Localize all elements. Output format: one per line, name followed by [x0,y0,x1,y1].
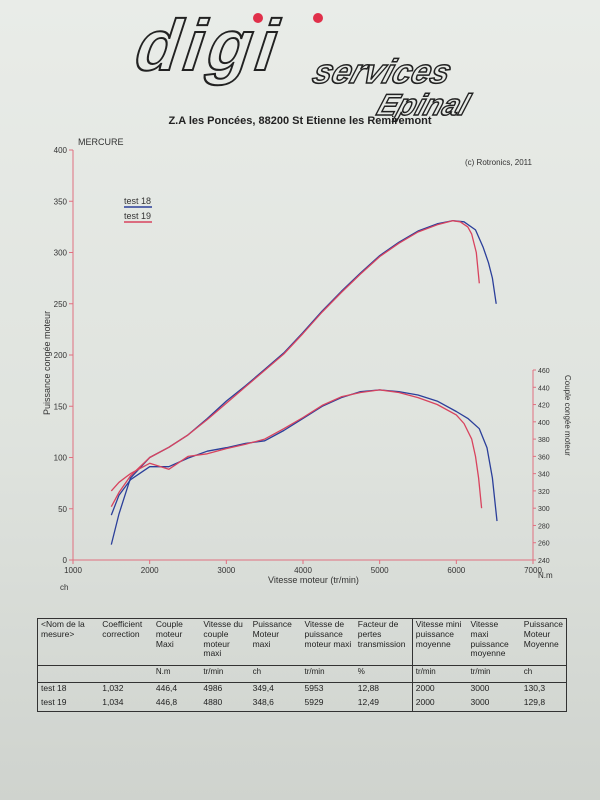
header-cell: Vitesse mini puissance moyenne [411,618,468,666]
unit-cell: ch [520,665,567,683]
x-tick-label: 3000 [217,566,235,575]
y-right-tick-label: 460 [538,368,550,375]
unit-cell [37,665,100,683]
unit-cell: ch [249,665,302,683]
table-header-row: <Nom de la mesure> Coefficient correctio… [37,618,567,666]
cell: 4986 [203,683,223,693]
unit-cell: tr/min [301,665,355,683]
header-cell: Coefficient correction [99,618,153,666]
chart-ticks: 1000 2000 3000 4000 5000 6000 7000 0 50 100 150 200… [54,146,550,575]
header-cell: Vitesse de puissance moteur maxi [301,618,355,666]
table-units-row: N.m tr/min ch tr/min % tr/min tr/min ch [37,665,567,683]
y-left-tick-label: 200 [54,351,68,360]
y-right-tick-label: 360 [538,454,550,461]
cell: 12,88 [357,683,380,693]
table-row: test 19 1,034 446,8 4880 348,6 5929 12,4… [38,697,567,712]
y-right-tick-label: 440 [538,385,550,392]
digi-services-logo: digi services Epinal [124,8,476,123]
y-right-tick-label: 420 [538,403,550,410]
y-right-tick-label: 380 [538,437,550,444]
cell: 5953 [304,683,324,693]
unit-cell: tr/min [411,665,468,683]
table-row: test 18 1,032 446,4 4986 349,4 5953 12,8… [38,682,567,697]
address-line: Z.A les Poncées, 88200 St Etienne les Re… [168,115,432,127]
y-right-tick-label: 280 [538,523,550,530]
y-left-tick-label: 150 [54,402,68,411]
x-axis-label: Vitesse moteur (tr/min) [268,575,359,585]
y-left-tick-label: 250 [54,300,68,309]
power-curve-test-18 [110,220,497,545]
torque-curve-test-19 [110,389,483,509]
x-axis-unit: N.m [538,571,553,580]
logo-dot-1 [253,13,263,23]
y-left-tick-label: 400 [54,146,68,155]
y-left-axis-label: Puissance congée moteur [42,311,52,415]
header-cell: <Nom de la mesure> [37,618,100,666]
y-right-axis-label: Couple congée moteur [563,375,572,456]
header-cell: Vitesse maxi puissance moyenne [467,618,521,666]
dyno-chart: 1000 2000 3000 4000 5000 6000 7000 0 50 100 150 200… [42,137,572,592]
cell: 2000 [411,682,468,697]
y-right-tick-label: 260 [538,541,550,548]
cell: 130,3 [523,683,546,693]
power-curve-test-19 [110,220,480,508]
y-left-unit: ch [60,583,68,592]
chart-brand-label: MERCURE [78,137,124,147]
chart-legend: test 18 test 19 [124,196,152,223]
x-tick-label: 6000 [447,566,465,575]
y-right-tick-label: 240 [538,558,550,565]
logo-dot-2 [313,13,323,23]
chart-curves [110,220,498,545]
cell: 446,4 [155,683,178,693]
cell: 129,8 [523,697,546,707]
cell: 3000 [470,697,490,707]
x-tick-label: 4000 [294,566,312,575]
y-left-tick-label: 350 [54,197,68,206]
logo-sub: services [308,53,456,91]
unit-cell: tr/min [467,665,521,683]
y-right-tick-label: 300 [538,506,550,513]
unit-cell [99,665,153,683]
y-left-tick-label: 0 [63,556,68,565]
torque-curve-test-18 [110,389,498,522]
header-cell: Puissance Moteur maxi [249,618,302,666]
cell: 12,49 [357,697,380,707]
logo-main: digi [125,8,295,86]
unit-cell: % [354,665,413,683]
x-tick-label: 2000 [141,566,159,575]
chart-copyright: (c) Rotronics, 2011 [465,158,533,167]
cell: test 18 [41,683,67,693]
cell: 3000 [470,683,490,693]
results-table: <Nom de la mesure> Coefficient correctio… [37,618,567,712]
x-tick-label: 7000 [524,566,542,575]
y-right-tick-label: 400 [538,420,550,427]
legend-label-test-18: test 18 [124,196,151,206]
cell: 1,034 [102,697,124,707]
cell: test 19 [41,697,67,707]
cell: 1,032 [102,683,124,693]
header-cell: Couple moteur Maxi [152,618,201,666]
cell: 2000 [411,697,468,712]
cell: 349,4 [252,683,274,693]
unit-cell: N.m [152,665,201,683]
header-cell: Puissance Moteur Moyenne [520,618,567,666]
x-tick-label: 5000 [371,566,389,575]
unit-cell: tr/min [200,665,250,683]
cell: 446,8 [155,697,178,707]
y-left-tick-label: 100 [54,454,68,463]
legend-label-test-19: test 19 [124,211,151,221]
logo-city: Epinal [373,88,475,122]
y-left-tick-label: 300 [54,249,68,258]
y-right-tick-label: 320 [538,489,550,496]
header-cell: Vitesse du couple moteur maxi [200,618,250,666]
y-left-tick-label: 50 [58,505,67,514]
cell: 5929 [304,697,324,707]
y-right-tick-label: 340 [538,472,550,479]
header-cell: Facteur de pertes transmission [354,618,413,666]
x-tick-label: 1000 [64,566,82,575]
cell: 4880 [203,697,223,707]
cell: 348,6 [252,697,274,707]
